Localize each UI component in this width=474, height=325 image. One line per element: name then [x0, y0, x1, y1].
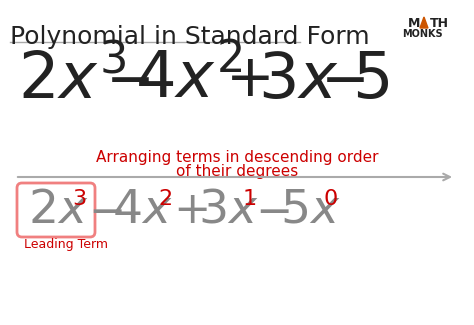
Text: $2x^3$: $2x^3$ — [18, 49, 126, 111]
Polygon shape — [420, 17, 428, 28]
Text: $4x^2$: $4x^2$ — [135, 49, 242, 111]
Text: $-$: $-$ — [255, 188, 290, 232]
Text: of their degrees: of their degrees — [176, 164, 298, 179]
Text: $0$: $0$ — [323, 188, 338, 210]
Text: $+$: $+$ — [225, 52, 270, 108]
Text: $3x$: $3x$ — [258, 49, 339, 110]
Text: $5$: $5$ — [352, 49, 389, 110]
Text: $1$: $1$ — [242, 188, 256, 210]
Text: MONKS: MONKS — [401, 29, 442, 39]
Text: $-$: $-$ — [320, 52, 365, 108]
Text: $5x$: $5x$ — [280, 188, 340, 233]
Text: $-$: $-$ — [105, 52, 150, 108]
Text: Arranging terms in descending order: Arranging terms in descending order — [96, 150, 378, 165]
Text: M: M — [408, 17, 420, 30]
Text: Leading Term: Leading Term — [24, 238, 108, 251]
Text: $2$: $2$ — [158, 188, 172, 210]
Text: TH: TH — [430, 17, 449, 30]
Text: Polynomial in Standard Form: Polynomial in Standard Form — [10, 25, 370, 49]
Text: $+$: $+$ — [173, 188, 208, 232]
Text: $-$: $-$ — [88, 188, 123, 232]
Text: $3x$: $3x$ — [198, 188, 258, 233]
Text: $2x$: $2x$ — [28, 188, 89, 233]
Text: $3$: $3$ — [72, 188, 86, 210]
Text: $4x$: $4x$ — [112, 188, 173, 233]
